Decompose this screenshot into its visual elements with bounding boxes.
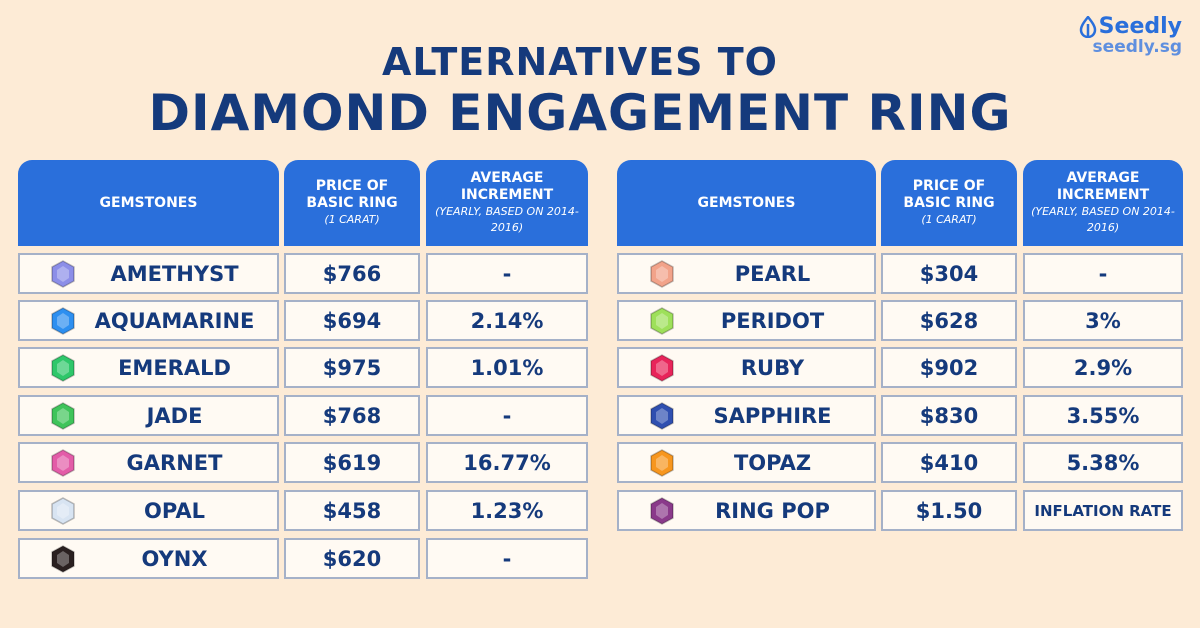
price-cell: $619 <box>284 442 420 483</box>
gem-cell: SAPPHIRE <box>617 395 876 436</box>
header-sublabel: (1 CARAT) <box>324 213 380 226</box>
price-cell: $694 <box>284 300 420 341</box>
header-label: AVERAGE INCREMENT <box>1056 170 1150 203</box>
gem-cell: AQUAMARINE <box>18 300 279 341</box>
peridot-icon <box>647 306 677 336</box>
gem-name: RING POP <box>715 498 830 523</box>
header-price: PRICE OF BASIC RING (1 CARAT) <box>881 160 1017 246</box>
header-price: PRICE OF BASIC RING (1 CARAT) <box>284 160 420 246</box>
header-increment: AVERAGE INCREMENT (YEARLY, BASED ON 2014-… <box>426 160 588 246</box>
emerald-icon <box>48 353 78 383</box>
header-gemstones: GEMSTONES <box>617 160 876 246</box>
gem-cell: EMERALD <box>18 347 279 388</box>
header-increment: AVERAGE INCREMENT (YEARLY, BASED ON 2014-… <box>1023 160 1183 246</box>
increment-cell: 5.38% <box>1023 442 1183 483</box>
gem-name: RUBY <box>740 355 805 380</box>
gem-cell: JADE <box>18 395 279 436</box>
gem-name: AQUAMARINE <box>94 308 255 333</box>
gem-cell: OYNX <box>18 538 279 579</box>
gem-name: OPAL <box>144 498 205 523</box>
price-cell: $628 <box>881 300 1017 341</box>
gem-name: PERIDOT <box>720 308 825 333</box>
gem-name: SAPPHIRE <box>713 403 832 428</box>
logo-brand: Seedly <box>1098 14 1182 39</box>
header-label: GEMSTONES <box>697 194 796 211</box>
gem-name: JADE <box>146 403 203 428</box>
title-line-2: DIAMOND ENGAGEMENT RING <box>148 84 1012 142</box>
increment-cell: 2.9% <box>1023 347 1183 388</box>
gem-cell: PERIDOT <box>617 300 876 341</box>
increment-cell: - <box>426 538 588 579</box>
gem-name: AMETHYST <box>110 261 239 286</box>
increment-cell: 1.23% <box>426 490 588 531</box>
increment-cell: 3% <box>1023 300 1183 341</box>
jade-icon <box>48 401 78 431</box>
topaz-icon <box>647 448 677 478</box>
gem-cell: AMETHYST <box>18 253 279 294</box>
title-line-1: ALTERNATIVES TO <box>382 40 778 84</box>
header-label: PRICE OF BASIC RING <box>903 178 995 211</box>
gem-name: PEARL <box>734 261 811 286</box>
header-label: PRICE OF BASIC RING <box>306 178 398 211</box>
increment-cell: - <box>1023 253 1183 294</box>
opal-icon <box>48 496 78 526</box>
gem-cell: TOPAZ <box>617 442 876 483</box>
price-cell: $304 <box>881 253 1017 294</box>
aquamarine-icon <box>48 306 78 336</box>
gem-cell: PEARL <box>617 253 876 294</box>
header-label: AVERAGE INCREMENT <box>460 170 554 203</box>
gem-name: EMERALD <box>118 355 231 380</box>
increment-cell: 1.01% <box>426 347 588 388</box>
price-cell: $766 <box>284 253 420 294</box>
increment-cell: INFLATION RATE <box>1023 490 1183 531</box>
increment-cell: - <box>426 395 588 436</box>
price-cell: $458 <box>284 490 420 531</box>
price-cell: $830 <box>881 395 1017 436</box>
increment-cell: 16.77% <box>426 442 588 483</box>
price-cell: $620 <box>284 538 420 579</box>
logo-url: seedly.sg <box>1092 37 1182 57</box>
gem-name: OYNX <box>141 546 208 571</box>
price-cell: $410 <box>881 442 1017 483</box>
ring-pop-icon <box>647 496 677 526</box>
price-cell: $768 <box>284 395 420 436</box>
gem-name: GARNET <box>126 450 223 475</box>
pearl-icon <box>647 259 677 289</box>
header-sublabel: (1 CARAT) <box>921 213 977 226</box>
seedly-logo: Seedly seedly.sg <box>1079 14 1182 57</box>
price-cell: $975 <box>284 347 420 388</box>
gem-name: TOPAZ <box>733 450 812 475</box>
price-cell: $1.50 <box>881 490 1017 531</box>
header-sublabel: (YEARLY, BASED ON 2014-2016) <box>435 205 579 234</box>
sapphire-icon <box>647 401 677 431</box>
ruby-icon <box>647 353 677 383</box>
increment-cell: 2.14% <box>426 300 588 341</box>
increment-cell: 3.55% <box>1023 395 1183 436</box>
garnet-icon <box>48 448 78 478</box>
amethyst-icon <box>48 259 78 289</box>
header-sublabel: (YEARLY, BASED ON 2014-2016) <box>1031 205 1175 234</box>
seed-drop-icon <box>1079 15 1096 38</box>
header-label: GEMSTONES <box>99 194 198 211</box>
onyx-icon <box>48 544 78 574</box>
increment-cell: - <box>426 253 588 294</box>
gem-cell: RING POP <box>617 490 876 531</box>
gem-cell: GARNET <box>18 442 279 483</box>
header-gemstones: GEMSTONES <box>18 160 279 246</box>
gem-cell: OPAL <box>18 490 279 531</box>
price-cell: $902 <box>881 347 1017 388</box>
gem-cell: RUBY <box>617 347 876 388</box>
